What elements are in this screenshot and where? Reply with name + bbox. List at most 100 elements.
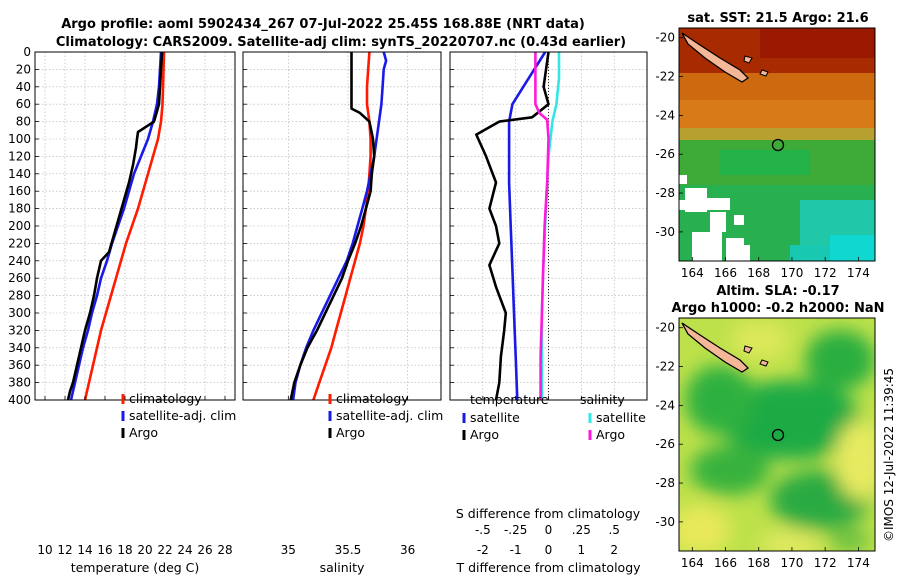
map-y-tick-label: -22 bbox=[655, 360, 675, 374]
legend-label: Argo bbox=[470, 427, 499, 442]
x-tick-label: 16 bbox=[97, 543, 112, 557]
x-tick-label: -2 bbox=[477, 543, 489, 557]
y-tick-label: 320 bbox=[8, 323, 31, 337]
plot-area bbox=[35, 52, 235, 400]
diff-legend: temperature salinity satellite Argo satellit… bbox=[462, 392, 646, 442]
x-tick-label: 20 bbox=[137, 543, 152, 557]
sal-legend: climatology satellite-adj. clim Argo bbox=[328, 391, 443, 440]
y-tick-label: 80 bbox=[16, 115, 31, 129]
imos-watermark: ©IMOS 12-Jul-2022 11:39:45 bbox=[882, 368, 896, 542]
legend-label: Argo bbox=[129, 425, 158, 440]
y-tick-label: 140 bbox=[8, 167, 31, 181]
series-line-satellite-adj-clim bbox=[291, 52, 388, 400]
legend-label: Argo bbox=[336, 425, 365, 440]
legend-label: climatology bbox=[336, 391, 409, 406]
y-tick-label: 360 bbox=[8, 358, 31, 372]
figure-title-line2: Climatology: CARS2009. Satellite-adj cli… bbox=[56, 35, 626, 50]
temperature-panel: 0 20 40 60 80 100 120 140 160 180 200 220 240 260 280 3… bbox=[8, 45, 236, 575]
map-x-tick-label: 174 bbox=[847, 556, 870, 570]
y-tick-label: 300 bbox=[8, 306, 31, 320]
series-line-argo bbox=[66, 52, 164, 400]
y-tick-label: 380 bbox=[8, 376, 31, 390]
legend-label: satellite bbox=[596, 410, 646, 425]
x2-tick-label: -.25 bbox=[504, 523, 527, 537]
x2-tick-label: .5 bbox=[608, 523, 619, 537]
map-x-tick-label: 164 bbox=[681, 556, 704, 570]
map-x-tick-label: 164 bbox=[681, 266, 704, 280]
x2-tick-label: 0 bbox=[545, 523, 553, 537]
sst-map-title: sat. SST: 21.5 Argo: 21.6 bbox=[687, 11, 868, 26]
new-caledonia-island bbox=[681, 32, 750, 83]
y-tick-label: 280 bbox=[8, 289, 31, 303]
series-line-climatology bbox=[312, 52, 372, 400]
legend-label: climatology bbox=[129, 391, 202, 406]
map-x-tick-label: 168 bbox=[747, 556, 770, 570]
temp-legend: climatology satellite-adj. clim Argo bbox=[121, 391, 236, 440]
y-tick-label: 220 bbox=[8, 236, 31, 250]
sst-map: sat. SST: 21.5 Argo: 21.6 bbox=[655, 11, 876, 280]
map-y-tick-label: -30 bbox=[655, 225, 675, 239]
x-tick-label: 24 bbox=[177, 543, 192, 557]
legend-label: satellite bbox=[470, 410, 520, 425]
series-line-argo bbox=[475, 52, 550, 400]
sst-profile-marker bbox=[771, 138, 785, 152]
map-y-tick-label: -20 bbox=[655, 31, 675, 45]
sst-map-image bbox=[679, 28, 875, 261]
map-y-tick-label: -24 bbox=[655, 108, 675, 122]
map-x-tick-label: 168 bbox=[747, 266, 770, 280]
x-tick-label: 22 bbox=[157, 543, 172, 557]
legend-label: Argo bbox=[596, 427, 625, 442]
sla-map-image bbox=[679, 318, 875, 551]
y-tick-label: 240 bbox=[8, 254, 31, 268]
map-x-tick-label: 166 bbox=[714, 266, 737, 280]
map-y-tick-label: -28 bbox=[655, 186, 675, 200]
y-tick-label: 120 bbox=[8, 149, 31, 163]
y-tick-label: 20 bbox=[16, 62, 31, 76]
sla-map: Altim. SLA: -0.17 Argo h1000: -0.2 h2000… bbox=[655, 284, 884, 570]
series-group bbox=[66, 52, 166, 400]
x2-tick-label: .25 bbox=[572, 523, 591, 537]
x-tick-label: 2 bbox=[610, 543, 618, 557]
salinity-panel: 35 35.5 36 salinity climatology satellite-adj… bbox=[242, 51, 443, 575]
legend-group-title: temperature bbox=[470, 392, 549, 407]
x-tick-label: 12 bbox=[57, 543, 72, 557]
legend-label: satellite-adj. clim bbox=[129, 408, 236, 423]
x-axis-label: salinity bbox=[320, 560, 365, 575]
map-x-tick-label: 172 bbox=[814, 556, 837, 570]
x2-axis-label: S difference from climatology bbox=[456, 506, 641, 521]
map-y-tick-label: -22 bbox=[655, 70, 675, 84]
legend-label: satellite-adj. clim bbox=[336, 408, 443, 423]
sla-profile-marker bbox=[771, 428, 785, 442]
new-caledonia-island-sla bbox=[681, 322, 750, 373]
x-tick-label: 26 bbox=[197, 543, 212, 557]
y-tick-label: 400 bbox=[8, 393, 31, 407]
series-group bbox=[475, 52, 561, 400]
series-line-argo bbox=[289, 52, 376, 400]
y-tick-label: 100 bbox=[8, 132, 31, 146]
map-x-tick-label: 166 bbox=[714, 556, 737, 570]
y-tick-label: 200 bbox=[8, 219, 31, 233]
x-tick-label: 10 bbox=[37, 543, 52, 557]
x2-tick-label: -.5 bbox=[475, 523, 491, 537]
map-x-tick-label: 174 bbox=[847, 266, 870, 280]
x-tick-label: 0 bbox=[545, 543, 553, 557]
x-tick-label: 28 bbox=[217, 543, 232, 557]
series-line-satellite bbox=[507, 52, 547, 400]
series-group bbox=[289, 52, 388, 400]
x-tick-label: 18 bbox=[117, 543, 132, 557]
x-axis-label: T difference from climatology bbox=[455, 560, 641, 575]
y-tick-label: 340 bbox=[8, 341, 31, 355]
legend-group-title: salinity bbox=[580, 392, 625, 407]
difference-panel: -2 -1 0 1 2 T difference from climatology temp… bbox=[449, 51, 648, 575]
map-y-tick-label: -30 bbox=[655, 515, 675, 529]
map-y-tick-label: -26 bbox=[655, 437, 675, 451]
x-tick-label: 1 bbox=[578, 543, 586, 557]
map-y-tick-label: -28 bbox=[655, 476, 675, 490]
y-tick-label: 40 bbox=[16, 80, 31, 94]
series-line-argo bbox=[534, 52, 550, 400]
map-y-tick-label: -26 bbox=[655, 147, 675, 161]
y-tick-label: 260 bbox=[8, 271, 31, 285]
y-tick-label: 60 bbox=[16, 97, 31, 111]
series-line-climatology bbox=[83, 52, 166, 400]
